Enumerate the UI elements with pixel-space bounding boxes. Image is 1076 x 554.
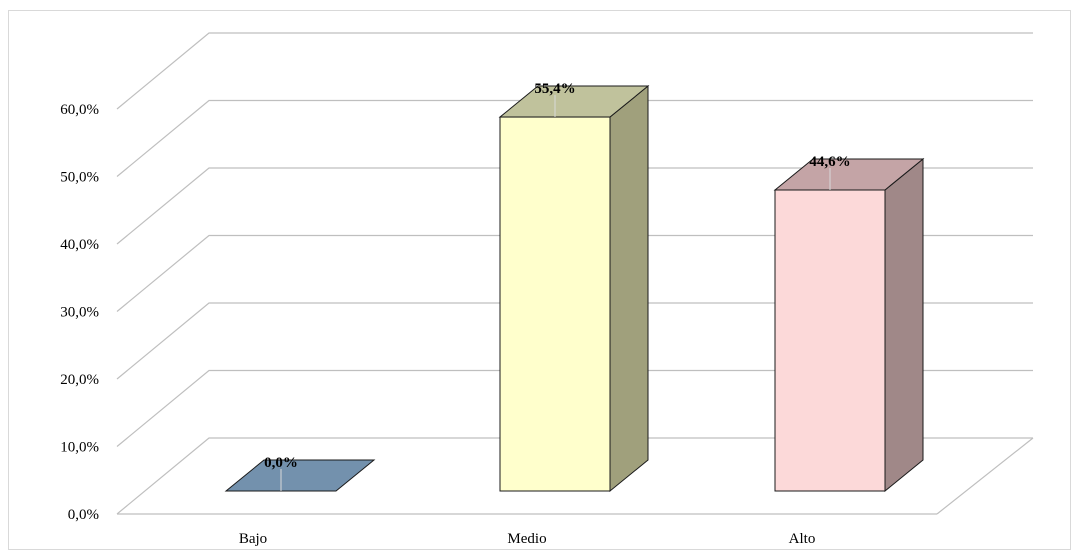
y-tick-label: 0,0% <box>68 507 99 523</box>
y-tick-label: 50,0% <box>60 170 99 186</box>
x-tick-label: Alto <box>789 531 816 547</box>
data-label-medio: 55,4% <box>534 81 575 97</box>
gridline <box>116 167 1033 245</box>
y-tick-label: 10,0% <box>60 440 99 456</box>
labels: 0,0% 10,0% 20,0% 30,0% 40,0% 50,0% 60,0% 0,0% Ba… <box>60 81 850 547</box>
gridline <box>116 302 1033 380</box>
data-label-alto: 44,6% <box>809 154 850 170</box>
gridline <box>116 32 1033 110</box>
x-tick-label: Bajo <box>239 531 267 547</box>
bar-alto <box>774 189 886 492</box>
gridline <box>116 99 1033 177</box>
bar-medio <box>499 116 611 492</box>
data-label-bajo: 0,0% <box>264 455 298 471</box>
y-tick-label: 40,0% <box>60 237 99 253</box>
bar-side-alto <box>884 157 924 493</box>
gridline <box>116 369 1033 447</box>
floor-right-edge <box>936 437 1034 515</box>
y-tick-label: 60,0% <box>60 102 99 118</box>
y-tick-label: 20,0% <box>60 372 99 388</box>
bar-top-medio <box>498 85 650 118</box>
gridlines <box>116 32 1034 515</box>
bar-top-alto <box>773 158 925 191</box>
gridline <box>116 234 1033 312</box>
bars <box>224 84 925 493</box>
y-tick-label: 30,0% <box>60 305 99 321</box>
gridline <box>116 437 1033 515</box>
bar-top-bajo <box>224 459 376 492</box>
bar-side-medio <box>609 84 649 493</box>
x-tick-label: Medio <box>507 531 546 547</box>
